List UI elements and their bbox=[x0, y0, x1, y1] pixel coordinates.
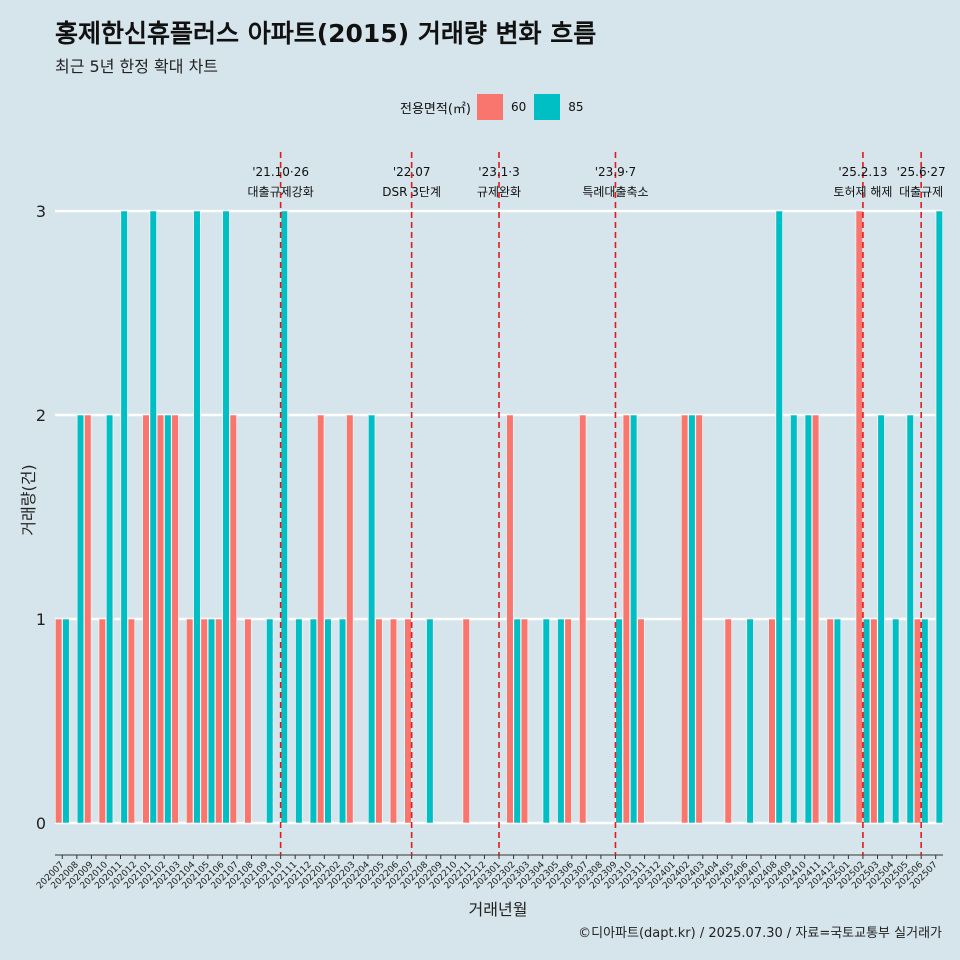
bar-85-202111 bbox=[295, 618, 303, 824]
bar-85-202102 bbox=[164, 414, 172, 824]
bar-85-202106 bbox=[222, 210, 230, 824]
y-tick-label: 1 bbox=[36, 610, 46, 629]
legend-swatch-85 bbox=[534, 94, 561, 120]
bar-85-202503 bbox=[877, 414, 885, 824]
y-tick-label: 3 bbox=[36, 202, 46, 221]
bar-60-202506 bbox=[913, 618, 922, 824]
event-label-1: 대출규제강화 bbox=[248, 185, 314, 199]
bar-85-202204 bbox=[367, 414, 376, 824]
bar-85-202007 bbox=[62, 618, 70, 824]
event-date-4: '23.9·7 bbox=[595, 165, 636, 179]
x-axis-title: 거래년월 bbox=[469, 900, 528, 919]
bar-60-202408 bbox=[768, 618, 776, 824]
bar-85-202101 bbox=[149, 210, 157, 824]
bar-60-202502 bbox=[855, 210, 863, 824]
legend-title: 전용면적(㎡) bbox=[400, 101, 471, 117]
bar-60-202101 bbox=[142, 414, 150, 824]
bar-60-202206 bbox=[389, 618, 398, 824]
event-label-6: 대출규제 bbox=[899, 185, 943, 199]
chart-subtitle: 최근 5년 한정 확대 차트 bbox=[55, 57, 219, 76]
bar-60-202009 bbox=[84, 414, 92, 824]
bar-60-202104 bbox=[186, 618, 194, 824]
bar-60-202405 bbox=[724, 618, 732, 824]
bar-60-202306 bbox=[564, 618, 572, 824]
event-label-2: DSR 3단계 bbox=[382, 185, 441, 199]
bar-60-202010 bbox=[98, 618, 106, 824]
bar-60-202205 bbox=[375, 618, 383, 824]
chart-title: 홍제한신휴플러스 아파트(2015) 거래량 변화 흐름 bbox=[55, 19, 597, 48]
bar-85-202409 bbox=[790, 414, 798, 824]
bar-85-202502 bbox=[862, 618, 871, 824]
bar-60-202105 bbox=[200, 618, 208, 824]
bar-60-202411 bbox=[811, 414, 820, 824]
bar-85-202202 bbox=[338, 618, 347, 824]
y-tick-label: 0 bbox=[36, 814, 46, 833]
y-axis-title: 거래량(건) bbox=[19, 464, 38, 535]
bar-60-202503 bbox=[870, 618, 878, 824]
bar-85-202109 bbox=[266, 618, 274, 824]
bar-60-202107 bbox=[229, 414, 237, 824]
bar-60-202106 bbox=[215, 618, 223, 824]
event-label-5: 토허제 해제 bbox=[833, 185, 892, 199]
y-tick-label: 2 bbox=[36, 406, 46, 425]
bar-85-202011 bbox=[120, 210, 128, 824]
bar-85-202110 bbox=[280, 210, 288, 824]
bar-85-202112 bbox=[309, 618, 318, 824]
event-label-3: 규제완화 bbox=[477, 185, 521, 199]
bar-85-202010 bbox=[105, 414, 114, 824]
bar-85-202208 bbox=[426, 618, 434, 824]
bar-60-202201 bbox=[317, 414, 325, 824]
bar-60-202203 bbox=[346, 414, 354, 824]
event-date-2: '22.07 bbox=[393, 165, 431, 179]
event-date-3: '23.1·3 bbox=[478, 165, 519, 179]
bar-85-202310 bbox=[630, 414, 638, 824]
bar-85-202402 bbox=[688, 414, 696, 824]
bar-85-202201 bbox=[324, 618, 332, 824]
bar-85-202104 bbox=[193, 210, 201, 824]
bar-60-202108 bbox=[244, 618, 252, 824]
legend-swatch-60 bbox=[476, 94, 503, 120]
event-label-4: 특례대출축소 bbox=[582, 185, 648, 199]
bar-85-202406 bbox=[746, 618, 754, 824]
bar-60-202302 bbox=[506, 414, 514, 824]
bar-60-202207 bbox=[404, 618, 412, 824]
event-date-1: '21.10·26 bbox=[252, 165, 309, 179]
bar-60-202303 bbox=[520, 618, 529, 824]
bar-85-202506 bbox=[921, 618, 929, 824]
bar-60-202311 bbox=[637, 618, 645, 824]
bar-60-202310 bbox=[622, 414, 631, 824]
bar-85-202507 bbox=[935, 210, 943, 824]
bar-85-202305 bbox=[557, 618, 565, 824]
legend: 전용면적(㎡) 60 85 bbox=[400, 93, 592, 121]
legend-label-85: 85 bbox=[568, 100, 584, 114]
legend-label-60: 60 bbox=[510, 100, 527, 114]
bar-85-202410 bbox=[804, 414, 812, 824]
bar-60-202412 bbox=[826, 618, 834, 824]
bar-85-202505 bbox=[906, 414, 914, 824]
bar-60-202211 bbox=[462, 618, 470, 824]
bar-85-202105 bbox=[207, 618, 216, 824]
bar-60-202402 bbox=[680, 414, 689, 824]
bar-60-202102 bbox=[156, 414, 165, 824]
bar-60-202403 bbox=[695, 414, 703, 824]
bar-60-202012 bbox=[127, 618, 136, 824]
bar-85-202309 bbox=[615, 618, 623, 824]
bar-60-202007 bbox=[54, 618, 63, 824]
bar-60-202307 bbox=[579, 414, 587, 824]
event-date-6: '25.6·27 bbox=[897, 165, 946, 179]
bar-85-202302 bbox=[513, 618, 521, 824]
bar-85-202408 bbox=[775, 210, 783, 824]
bar-60-202103 bbox=[171, 414, 179, 824]
event-date-5: '25.2.13 bbox=[838, 165, 887, 179]
bar-85-202304 bbox=[542, 618, 550, 824]
bar-85-202504 bbox=[892, 618, 900, 824]
source-caption: ©디아파트(dapt.kr) / 2025.07.30 / 자료=국토교통부 실… bbox=[578, 926, 942, 941]
bar-85-202412 bbox=[833, 618, 842, 824]
bar-85-202008 bbox=[76, 414, 85, 824]
